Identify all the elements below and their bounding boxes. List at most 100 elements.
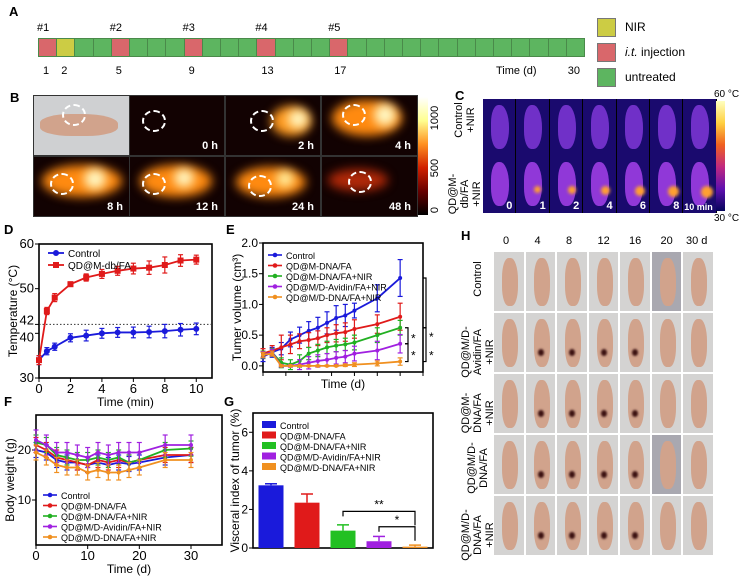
mouse-photo (524, 251, 556, 312)
data-point (189, 443, 193, 447)
tumor-circle (142, 110, 166, 132)
group-row-label: Control (472, 261, 484, 297)
data-point (65, 465, 69, 470)
group-row-label: QD@M/D- DNA/FA +NIR (460, 509, 496, 561)
legend-label: Control (61, 491, 90, 501)
thermal-time-label: 2 (573, 200, 580, 212)
y-tick-label: 2 (241, 502, 248, 516)
chart-body-weight: 10 20 0 10 20 30 Time (d) Body weight (g) Contro… (3, 414, 223, 576)
fluorescence-colorbar (418, 97, 428, 215)
timeline-cell-untreated (456, 38, 476, 57)
legend-marker (272, 294, 278, 300)
mouse-photo (587, 495, 619, 556)
mouse-thermal-silhouette (491, 162, 509, 206)
data-point (306, 360, 311, 365)
mouse-photo (524, 373, 556, 434)
mouse-body (533, 319, 550, 367)
mouse-thermal-silhouette (691, 105, 710, 149)
mouse-body (502, 380, 518, 428)
time-label: 12 h (195, 201, 218, 213)
significance-bracket (405, 343, 409, 363)
mouse-photo (587, 251, 619, 312)
legend-label: QD@M-DNA/FA (280, 432, 346, 442)
data-point (297, 363, 302, 368)
legend-label-nir: NIR (625, 20, 646, 34)
legend-swatch (262, 442, 276, 449)
mouse-thermal-silhouette (524, 162, 543, 206)
mouse-body (628, 502, 644, 550)
timeline-cell-untreated (547, 38, 567, 57)
thermal-imaging-grid: 0 1 2 4 6 8 10 min (483, 99, 717, 213)
data-point (130, 265, 137, 272)
legend-label: QD@M/D-DNA/FA+NIR (286, 293, 382, 303)
day-column-label: 8 (566, 235, 573, 247)
mouse-photo (556, 373, 588, 434)
data-point (398, 341, 403, 346)
timeline-cell-untreated (383, 38, 403, 57)
y-axis-label: Visceral index of tumor (%) (230, 409, 242, 553)
mouse-body (533, 502, 550, 550)
timeline-cell-untreated (238, 38, 258, 57)
mouse-photo (619, 373, 651, 434)
mouse-photo (619, 312, 651, 373)
legend-label-injection-italic: i.t. (625, 45, 638, 59)
mouse-body (596, 380, 613, 428)
fluorescence-tile-24h: 24 h (225, 156, 321, 217)
legend-marker (47, 503, 53, 508)
fluorescence-tile-12h: 12 h (129, 156, 225, 217)
x-tick-label: 10 (80, 548, 94, 563)
mouse-photo (619, 251, 651, 312)
heat-spot (567, 186, 576, 194)
data-point (44, 443, 49, 447)
y-tick-label: 30 (20, 370, 34, 385)
data-point (51, 294, 58, 301)
panel-label-e: E (226, 222, 235, 237)
significance-star: ** (374, 497, 384, 511)
mouse-photo (650, 495, 682, 556)
mouse-thermal-silhouette (658, 105, 676, 149)
x-tick-label: 2 (67, 381, 74, 396)
data-point (85, 455, 90, 460)
x-tick-label: 20 (132, 548, 146, 563)
mouse-photo (650, 312, 682, 373)
mouse-photo (587, 434, 619, 495)
plot-frame (262, 242, 424, 373)
legend-label: Control (286, 251, 315, 261)
mouse-photo (619, 495, 651, 556)
injection-label: #1 (37, 22, 50, 34)
mouse-thermal-silhouette (491, 105, 509, 149)
timeline-cell-untreated (347, 38, 367, 57)
mouse-body (691, 502, 707, 550)
significance-star: * (429, 330, 434, 344)
data-point (279, 345, 284, 350)
data-point (193, 256, 200, 263)
timeline-cell-untreated (511, 38, 531, 57)
mouse-photo (493, 251, 525, 312)
data-point (306, 351, 311, 356)
signal-glow (174, 169, 194, 187)
data-point (334, 355, 339, 360)
data-point (325, 363, 329, 368)
significance-bracket (405, 327, 409, 345)
y-tick-label: 42 (20, 312, 34, 327)
legend-label: QD@M-DNA/FA+NIR (61, 512, 148, 522)
data-point (325, 345, 329, 350)
tumor-scar (569, 471, 575, 478)
mouse-photo (493, 373, 525, 434)
legend-label: QD@M-DNA/FA (61, 502, 127, 512)
tumor-scar (632, 532, 638, 539)
panel-label-a: A (9, 4, 19, 19)
x-tick-label: 8 (161, 381, 168, 396)
timeline-cell-untreated (565, 38, 585, 57)
legend-label-injection-text: injection (637, 45, 686, 59)
data-point (34, 450, 38, 455)
y-tick-label: 4 (241, 464, 248, 478)
y-tick-label: 1.0 (241, 297, 258, 311)
legend-marker (47, 524, 53, 529)
timeline-cell-untreated (474, 38, 494, 57)
fluorescence-tile-48h: 48 h (321, 156, 418, 217)
mouse-photo (524, 434, 556, 495)
data-point (288, 363, 293, 368)
thermal-tile: 8 (650, 156, 684, 213)
